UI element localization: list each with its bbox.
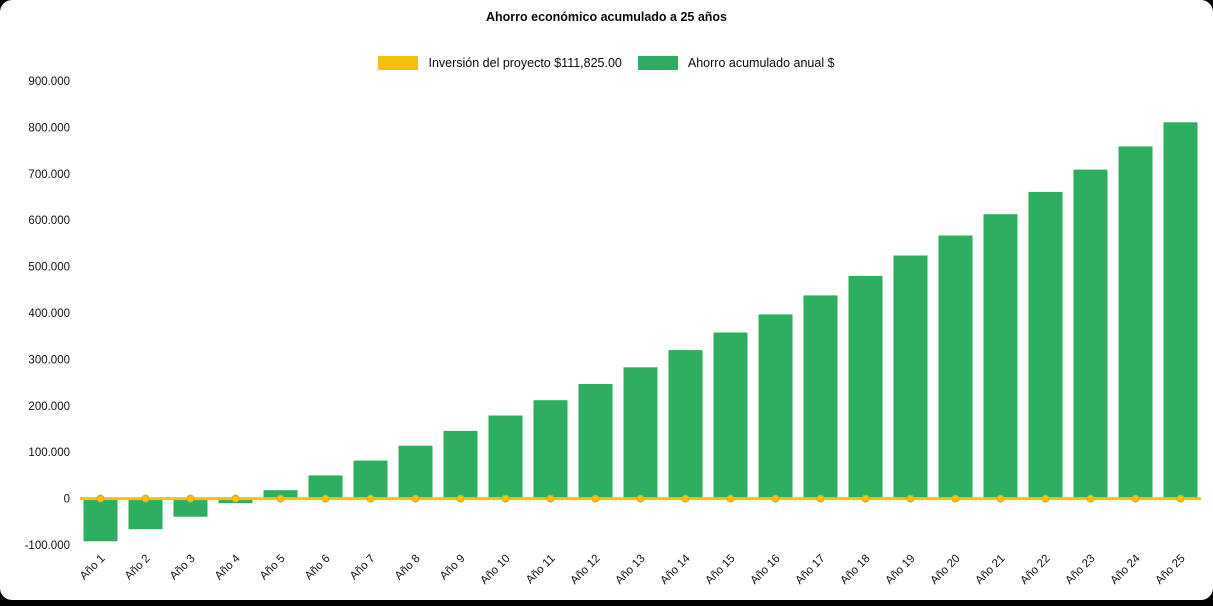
line-marker [861,494,870,503]
x-tick-label: Año 1 [78,553,108,583]
bar [263,490,298,499]
x-tick-label: Año 6 [303,553,333,583]
bar [83,498,118,542]
bar [623,367,658,499]
x-tick-label: Año 18 [838,553,872,587]
legend-item-investment: Inversión del proyecto $111,825.00 [378,56,622,70]
line-marker [1041,494,1050,503]
legend-swatch-savings [637,56,678,70]
line-marker [501,494,510,503]
x-tick-label: Año 24 [1108,552,1143,587]
bar [578,384,613,499]
x-tick-label: Año 17 [793,553,827,587]
x-tick-label: Año 3 [168,553,198,583]
x-tick-label: Año 8 [393,553,423,583]
line-marker [1131,494,1140,503]
bar [533,400,568,499]
line-marker [591,494,600,503]
legend-label-investment: Inversión del proyecto $111,825.00 [428,56,622,70]
bar [308,475,343,499]
line-marker [276,494,285,503]
y-tick-label: 0 [64,494,70,506]
line-marker [546,494,555,503]
x-tick-label: Año 2 [123,553,153,583]
legend-swatch-investment [378,56,419,70]
x-tick-label: Año 16 [748,553,782,587]
bar [938,235,973,499]
x-tick-label: Año 13 [613,553,647,587]
bar [803,295,838,499]
chart-title: Ahorro económico acumulado a 25 años [485,10,728,24]
bar [173,498,208,517]
line-marker [951,494,960,503]
line-marker [186,494,195,503]
bar [983,214,1018,499]
line-marker [1176,494,1185,503]
x-tick-label: Año 15 [703,553,737,587]
bar [398,445,433,499]
x-tick-label: Año 23 [1063,553,1097,587]
line-marker [1086,494,1095,503]
bar [488,415,523,499]
bar [668,350,703,499]
bar [128,498,163,530]
x-tick-label: Año 25 [1153,553,1187,587]
legend-label-savings: Ahorro acumulado anual $ [687,56,835,70]
y-tick-label: 700.000 [28,169,70,181]
bar [1028,191,1063,499]
bar [353,460,388,499]
x-tick-label: Año 7 [348,553,378,583]
line-marker [816,494,825,503]
x-tick-label: Año 20 [928,553,962,587]
x-tick-label: Año 9 [438,553,468,583]
bar [443,430,478,499]
y-tick-label: 800.000 [28,122,70,134]
x-tick-label: Año 11 [524,553,558,587]
bar [1163,122,1198,499]
line-marker [231,494,240,503]
y-tick-label: 100.000 [28,447,70,459]
line-marker [456,494,465,503]
y-tick-label: -100.000 [25,540,70,552]
y-tick-label: 500.000 [28,262,70,274]
bar [713,332,748,499]
line-marker [996,494,1005,503]
line-marker [96,494,105,503]
line-marker [321,494,330,503]
y-tick-label: 900.000 [28,76,70,88]
line-marker [771,494,780,503]
x-tick-label: Año 19 [883,553,917,587]
legend: Inversión del proyecto $111,825.00 Ahorr… [0,56,1213,70]
line-marker [726,494,735,503]
x-tick-label: Año 14 [658,552,693,587]
x-tick-label: Año 5 [258,553,288,583]
bar [1118,146,1153,499]
bar [893,255,928,499]
line-marker [636,494,645,503]
x-tick-label: Año 10 [478,553,512,587]
x-tick-label: Año 4 [213,552,243,582]
line-marker [411,494,420,503]
legend-item-savings: Ahorro acumulado anual $ [637,56,835,70]
x-tick-label: Año 12 [568,553,602,587]
line-marker [366,494,375,503]
x-tick-label: Año 21 [973,553,1007,587]
y-tick-label: 200.000 [28,401,70,413]
line-marker [141,494,150,503]
bar [848,275,883,499]
bar [1073,169,1108,499]
y-tick-label: 300.000 [28,354,70,366]
line-marker [906,494,915,503]
bar [758,314,793,499]
x-tick-label: Año 22 [1018,553,1052,587]
line-marker [681,494,690,503]
y-tick-label: 400.000 [28,308,70,320]
y-tick-label: 600.000 [28,215,70,227]
